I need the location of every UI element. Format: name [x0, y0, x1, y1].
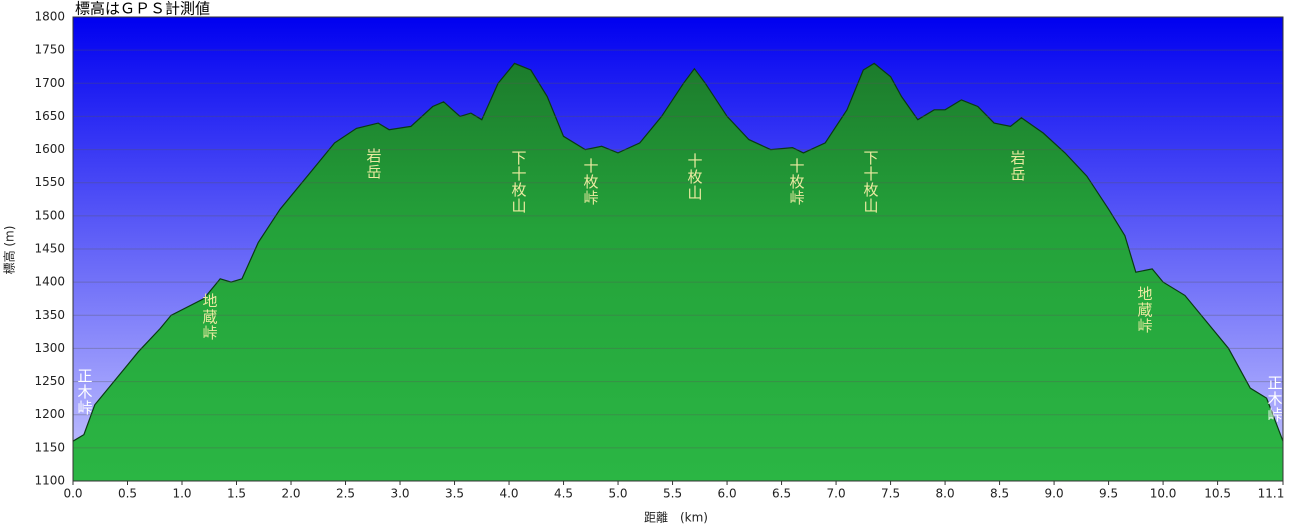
area-line	[72, 62, 1284, 442]
annotation: 地蔵峠	[201, 293, 219, 341]
annotation: 十枚峠	[788, 158, 806, 206]
chart-title: 標高はＧＰＳ計測値	[75, 0, 210, 18]
x-tick-label: 6.5	[772, 487, 791, 501]
x-tick-label: 1.5	[227, 487, 246, 501]
annotation: 岩岳	[1009, 150, 1027, 182]
y-tick-label: 1600	[34, 142, 65, 156]
x-tick-label: 8.5	[990, 487, 1009, 501]
x-tick-label: 1.0	[172, 487, 191, 501]
x-tick-label: 3.5	[445, 487, 464, 501]
x-tick-label: 7.5	[881, 487, 900, 501]
x-tick-label: 7.0	[827, 487, 846, 501]
y-tick-label: 1300	[34, 341, 65, 355]
y-tick-label: 1500	[34, 208, 65, 222]
y-tick-label: 1450	[34, 242, 65, 256]
y-tick-label: 1400	[34, 275, 65, 289]
x-tick-label: 5.0	[608, 487, 627, 501]
y-tick-label: 1200	[34, 407, 65, 421]
annotation: 岩岳	[365, 148, 383, 180]
x-tick-label: 10.5	[1204, 487, 1231, 501]
y-tick-label: 1350	[34, 308, 65, 322]
x-tick-label: 2.5	[336, 487, 355, 501]
x-tick-label: 2.0	[281, 487, 300, 501]
x-tick-label: 10.0	[1150, 487, 1177, 501]
x-tick-label: 9.5	[1099, 487, 1118, 501]
x-tick-label: 4.5	[554, 487, 573, 501]
x-tick-label: 6.0	[718, 487, 737, 501]
plot-border	[72, 16, 1284, 482]
annotation: 地蔵峠	[1136, 286, 1154, 334]
y-tick-label: 1750	[34, 43, 65, 57]
annotation: 下十枚山	[510, 150, 528, 214]
x-tick-label: 5.5	[663, 487, 682, 501]
annotation: 正木峠	[1266, 375, 1284, 423]
y-tick-label: 1150	[34, 440, 65, 454]
annotation: 十枚山	[686, 153, 704, 201]
y-tick-label: 1800	[34, 10, 65, 24]
x-tick-label: 4.0	[499, 487, 518, 501]
y-axis-label: 標高 (m)	[2, 226, 17, 275]
area-fill	[73, 63, 1283, 482]
y-tick-label: 1100	[34, 474, 65, 488]
x-axis-label: 距離 (km)	[644, 511, 708, 525]
x-tick-label: 11.1	[1258, 487, 1285, 501]
annotation: 正木峠	[76, 368, 94, 416]
y-tick-label: 1650	[34, 109, 65, 123]
y-tick-label: 1550	[34, 175, 65, 189]
x-tick-label: 0.0	[63, 487, 82, 501]
annotation: 十枚峠	[582, 158, 600, 206]
y-tick-label: 1700	[34, 76, 65, 90]
x-tick-label: 0.5	[118, 487, 137, 501]
x-tick-label: 3.0	[390, 487, 409, 501]
annotation: 下十枚山	[862, 150, 880, 214]
x-tick-label: 9.0	[1045, 487, 1064, 501]
x-tick-label: 8.0	[936, 487, 955, 501]
y-tick-label: 1250	[34, 374, 65, 388]
